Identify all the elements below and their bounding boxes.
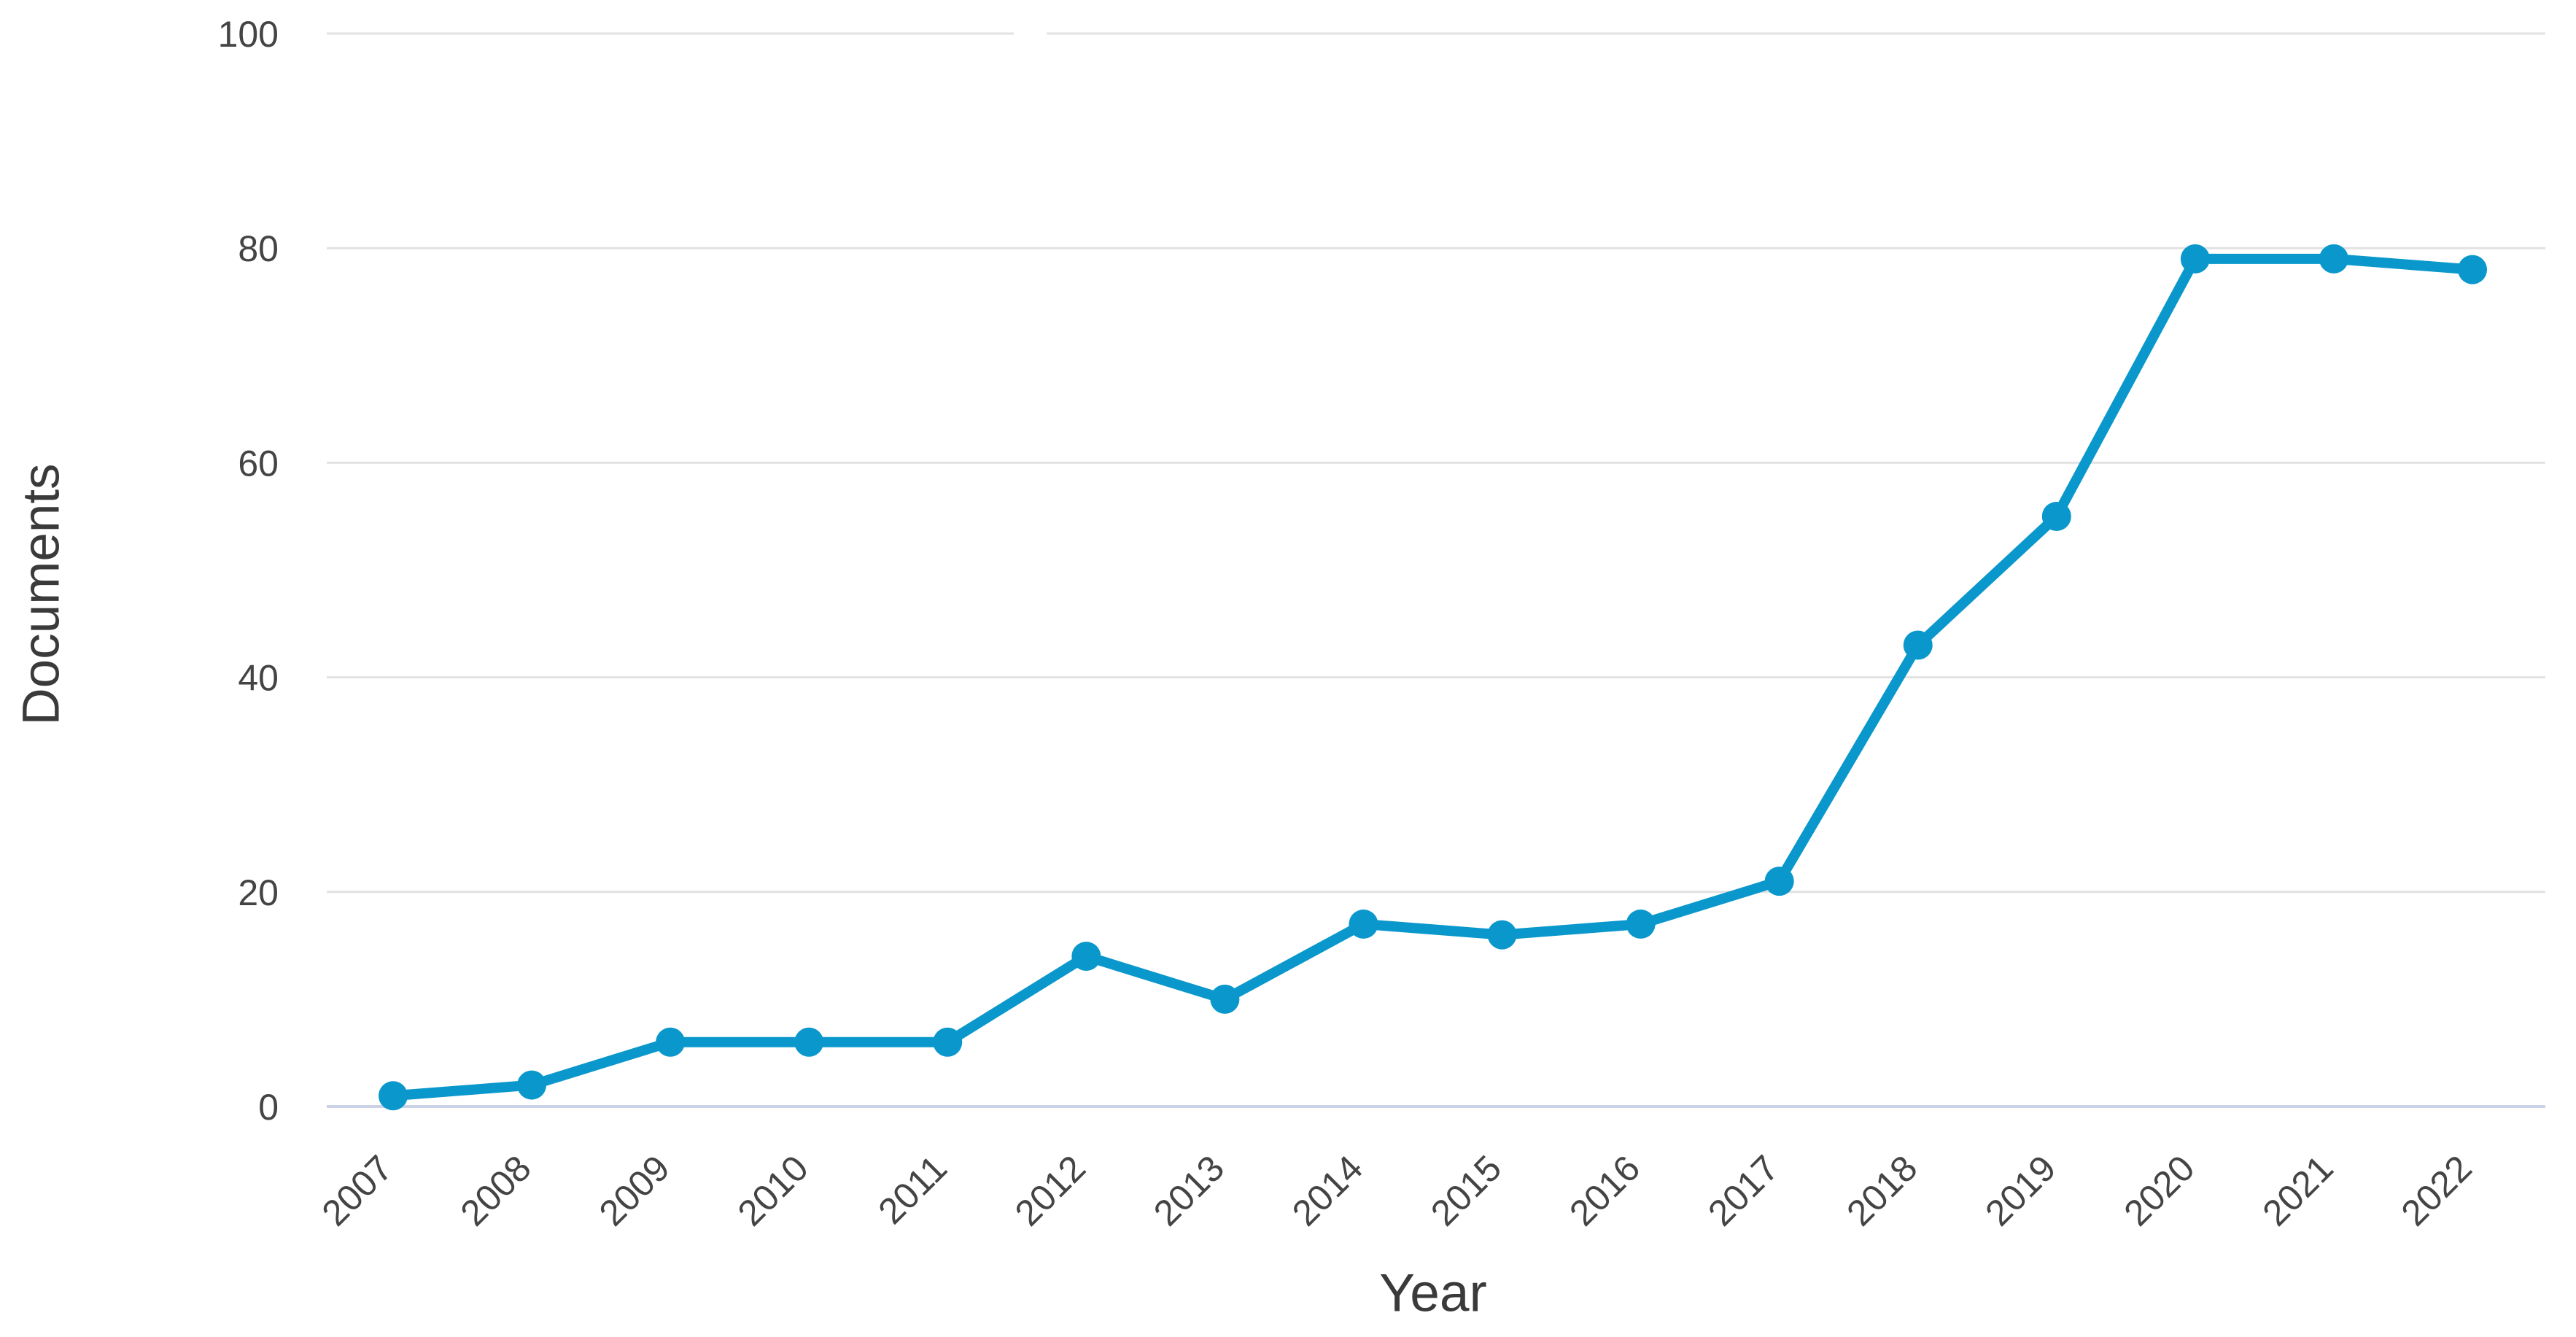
y-tick-label-80: 80 — [238, 228, 279, 269]
data-point-2012[interactable] — [1071, 942, 1101, 972]
data-point-2018[interactable] — [1903, 630, 1933, 660]
data-point-2015[interactable] — [1487, 920, 1517, 950]
data-point-2009[interactable] — [656, 1027, 686, 1057]
x-tick-label-2009: 2009 — [591, 1147, 678, 1233]
x-tick-label-2012: 2012 — [1007, 1147, 1093, 1233]
x-tick-label-2018: 2018 — [1839, 1147, 1925, 1233]
x-tick-label-2021: 2021 — [2254, 1147, 2340, 1233]
x-tick-label-2020: 2020 — [2116, 1147, 2202, 1233]
x-tick-label-2011: 2011 — [870, 1147, 955, 1232]
y-tick-label-20: 20 — [238, 872, 279, 913]
x-tick-label-2007: 2007 — [314, 1147, 400, 1233]
x-tick-label-2019: 2019 — [1977, 1147, 2063, 1233]
data-point-2010[interactable] — [794, 1027, 824, 1057]
data-point-2007[interactable] — [379, 1081, 408, 1111]
x-tick-label-2022: 2022 — [2394, 1147, 2480, 1233]
data-point-2020[interactable] — [2180, 244, 2210, 274]
y-tick-label-100: 100 — [218, 14, 279, 55]
data-point-2021[interactable] — [2319, 244, 2348, 274]
x-tick-label-2008: 2008 — [453, 1147, 539, 1233]
x-tick-label-2013: 2013 — [1146, 1147, 1232, 1233]
data-point-2013[interactable] — [1210, 984, 1240, 1014]
y-axis-title: Documents — [12, 463, 71, 726]
data-point-2008[interactable] — [517, 1070, 547, 1100]
data-point-2022[interactable] — [2458, 255, 2487, 284]
y-tick-label-40: 40 — [238, 658, 279, 699]
x-axis-title: Year — [1379, 1263, 1487, 1323]
documents-series-line — [388, 253, 2478, 1101]
x-tick-label-2017: 2017 — [1700, 1147, 1786, 1233]
x-tick-label-2010: 2010 — [730, 1147, 816, 1233]
y-tick-label-60: 60 — [238, 443, 279, 484]
data-point-2016[interactable] — [1626, 909, 1656, 939]
x-tick-label-2015: 2015 — [1423, 1147, 1509, 1233]
data-point-2011[interactable] — [933, 1027, 963, 1057]
x-tick-label-2014: 2014 — [1284, 1147, 1370, 1233]
data-point-2014[interactable] — [1349, 909, 1378, 939]
data-point-2019[interactable] — [2041, 501, 2071, 531]
data-point-2017[interactable] — [1764, 867, 1794, 896]
y-tick-label-0: 0 — [258, 1087, 279, 1128]
x-tick-label-2016: 2016 — [1561, 1147, 1648, 1233]
